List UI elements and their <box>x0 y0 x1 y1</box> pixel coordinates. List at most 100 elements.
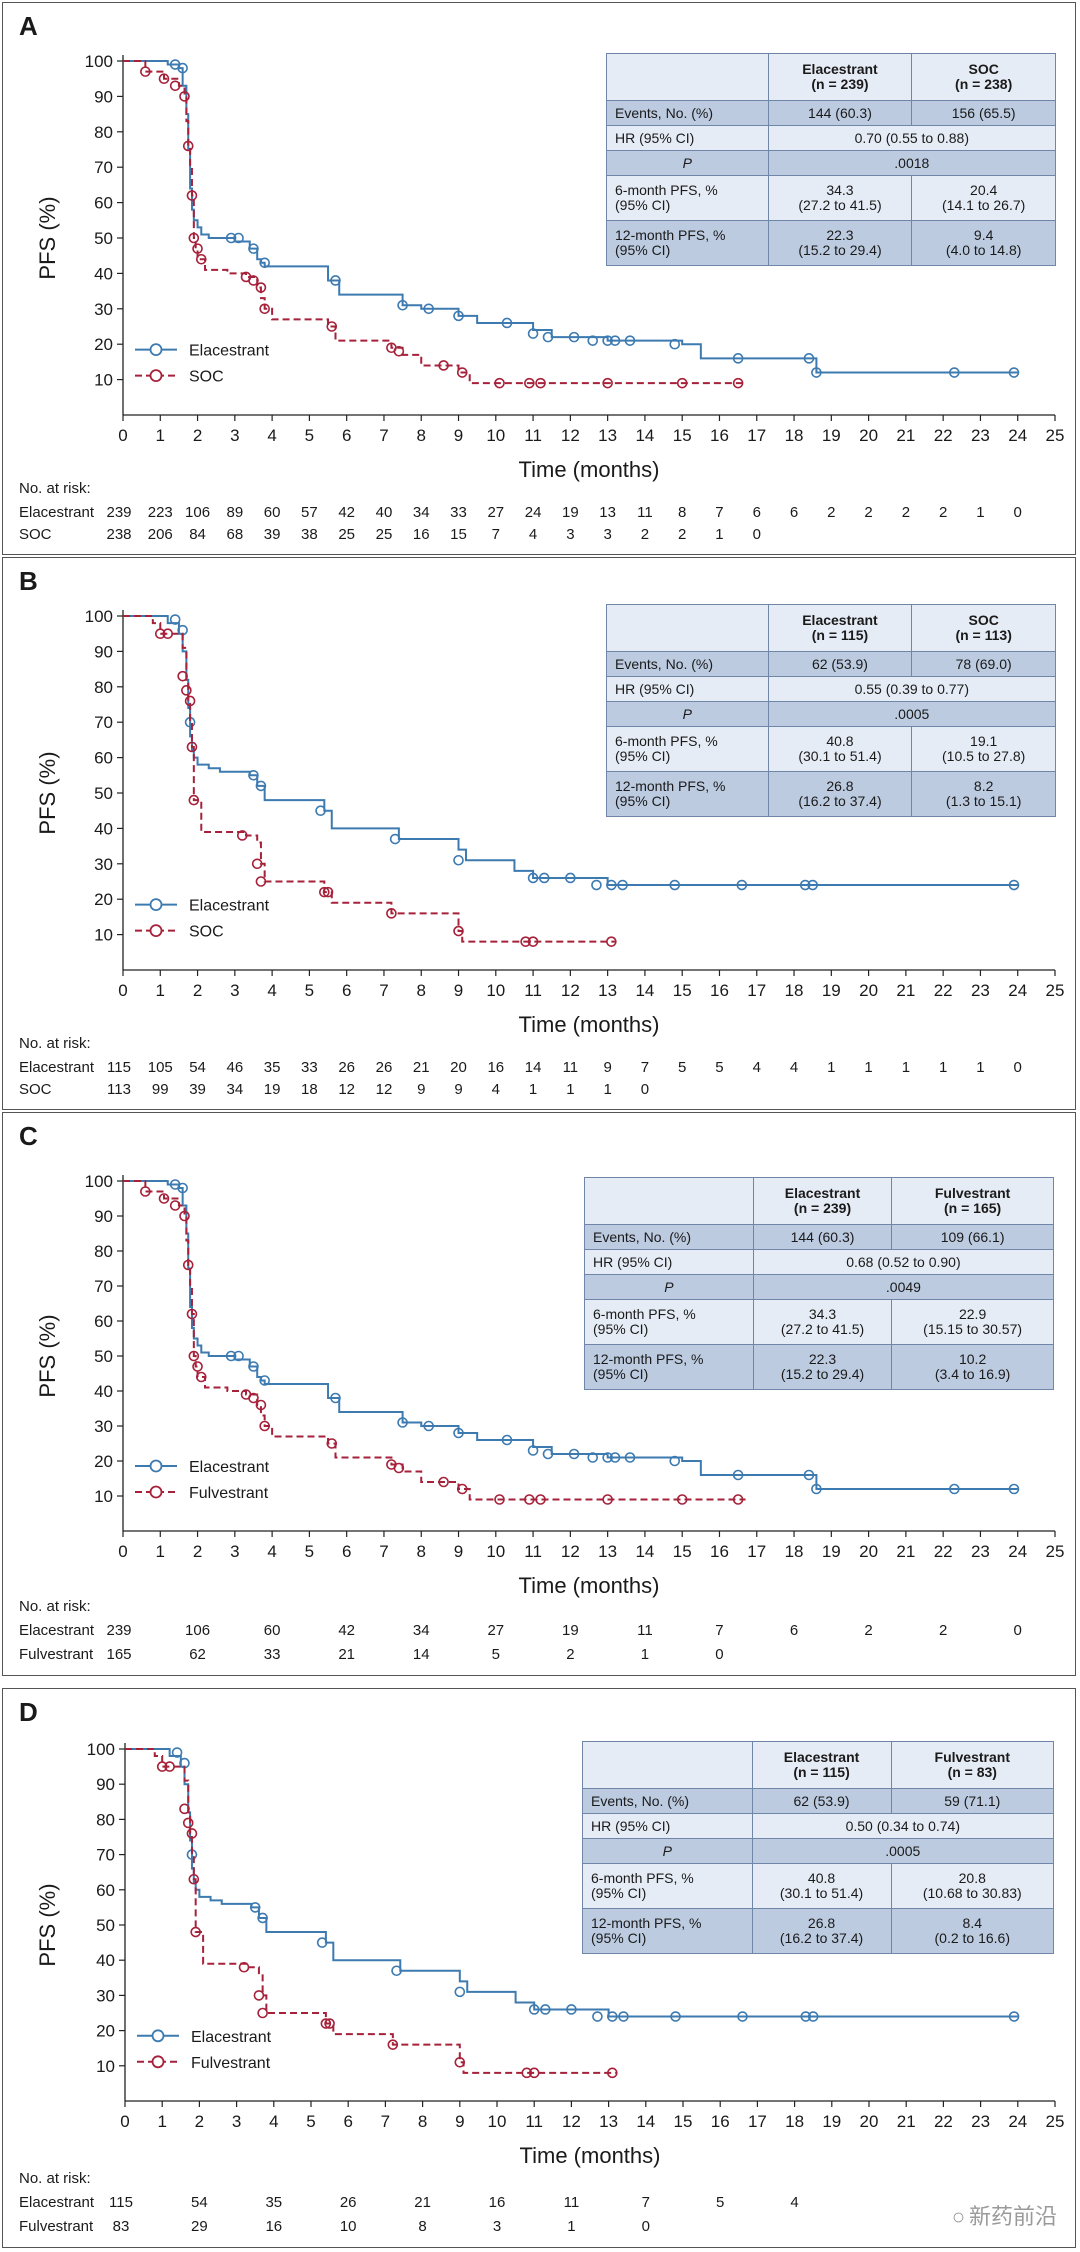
risk-count: 3 <box>493 2218 501 2235</box>
x-tick-label: 18 <box>785 426 804 445</box>
risk-count: 19 <box>562 504 579 521</box>
x-axis-label: Time (months) <box>519 1573 660 1598</box>
x-tick-label: 24 <box>1008 1542 1027 1561</box>
risk-count: 115 <box>109 2194 133 2211</box>
risk-count: 38 <box>301 526 318 543</box>
stats-value: 19.1 (10.5 to 27.8) <box>912 727 1056 772</box>
x-tick-label: 13 <box>599 2112 618 2131</box>
risk-table-title: No. at risk: <box>19 480 91 497</box>
risk-count: 42 <box>338 1622 355 1639</box>
risk-count: 0 <box>1014 504 1022 521</box>
risk-count: 19 <box>264 1081 281 1098</box>
stats-row: 12-month PFS, % (95% CI) 22.3 (15.2 to 29.4… <box>607 221 1056 266</box>
stats-value: 26.8 (16.2 to 37.4) <box>768 772 912 817</box>
x-tick-label: 16 <box>710 981 729 1000</box>
risk-count: 21 <box>338 1646 355 1663</box>
y-tick-label: 90 <box>94 642 113 661</box>
y-axis-label: PFS (%) <box>35 196 60 279</box>
x-axis-label: Time (months) <box>520 2143 661 2168</box>
risk-count: 11 <box>637 1622 653 1639</box>
risk-count: 105 <box>148 1059 173 1076</box>
x-tick-label: 9 <box>454 981 463 1000</box>
stats-row-label: 12-month PFS, % (95% CI) <box>583 1909 753 1954</box>
censor-mark <box>592 881 601 890</box>
x-tick-label: 10 <box>486 426 505 445</box>
y-tick-label: 20 <box>94 890 113 909</box>
x-tick-label: 5 <box>305 426 314 445</box>
x-tick-label: 0 <box>120 2112 129 2131</box>
x-tick-label: 5 <box>306 2112 315 2131</box>
risk-count: 1 <box>567 2218 575 2235</box>
x-tick-label: 10 <box>488 2112 507 2131</box>
x-tick-label: 25 <box>1046 981 1065 1000</box>
risk-count: 24 <box>525 504 542 521</box>
stats-row-label: Events, No. (%) <box>585 1225 754 1250</box>
risk-count: 68 <box>226 526 243 543</box>
y-tick-label: 40 <box>94 264 113 283</box>
risk-count: 83 <box>113 2218 130 2235</box>
stats-header-cell: SOC (n = 238) <box>912 54 1056 101</box>
x-tick-label: 7 <box>381 2112 390 2131</box>
x-tick-label: 3 <box>232 2112 241 2131</box>
stats-header-row: Elacestrant (n = 115) SOC (n = 113) <box>607 605 1056 652</box>
x-tick-label: 22 <box>934 981 953 1000</box>
risk-count: 20 <box>450 1059 467 1076</box>
risk-count: 5 <box>678 1059 686 1076</box>
risk-count: 33 <box>264 1646 281 1663</box>
stats-value: 109 (66.1) <box>892 1225 1054 1250</box>
stats-header-cell: Elacestrant (n = 239) <box>768 54 912 101</box>
panel-label: C <box>19 1121 38 1151</box>
risk-count: 18 <box>301 1081 318 1098</box>
risk-count: 42 <box>338 504 355 521</box>
x-tick-label: 17 <box>747 981 766 1000</box>
risk-count: 7 <box>715 1622 723 1639</box>
risk-count: 89 <box>226 504 243 521</box>
risk-count: 46 <box>226 1059 243 1076</box>
watermark: ○ 新药前沿 <box>952 2199 1057 2231</box>
legend-label: Elacestrant <box>189 1459 270 1476</box>
wechat-icon: ○ <box>952 2204 965 2229</box>
x-tick-label: 19 <box>822 981 841 1000</box>
risk-count: 4 <box>529 526 537 543</box>
y-tick-label: 50 <box>94 784 113 803</box>
legend-label: SOC <box>189 924 224 941</box>
x-tick-label: 3 <box>230 1542 239 1561</box>
stats-row-label: HR (95% CI) <box>607 126 769 151</box>
x-tick-label: 21 <box>896 1542 915 1561</box>
stats-row: 6-month PFS, % (95% CI) 40.8 (30.1 to 51.4)… <box>583 1864 1054 1909</box>
risk-count: 34 <box>413 504 430 521</box>
x-tick-label: 3 <box>230 426 239 445</box>
risk-group-label: SOC <box>19 1081 52 1098</box>
x-tick-label: 9 <box>455 2112 464 2131</box>
risk-count: 13 <box>599 504 616 521</box>
risk-count: 84 <box>189 526 206 543</box>
x-tick-label: 0 <box>118 981 127 1000</box>
stats-row-label: 12-month PFS, % (95% CI) <box>607 221 769 266</box>
risk-count: 2 <box>678 526 686 543</box>
legend-label: Fulvestrant <box>191 2055 271 2072</box>
x-tick-label: 15 <box>674 2112 693 2131</box>
stats-merged-value: 0.55 (0.39 to 0.77) <box>768 677 1055 702</box>
panel-c: C 10 20 30 40 50 60 70 80 90 100 0 1 2 3 4 5 6 7 8 9 10 11 12 13… <box>2 1112 1076 1676</box>
x-tick-label: 20 <box>860 2112 879 2131</box>
risk-count: 14 <box>413 1646 430 1663</box>
risk-count: 16 <box>413 526 430 543</box>
stats-merged-value: 0.68 (0.52 to 0.90) <box>753 1250 1053 1275</box>
x-tick-label: 8 <box>417 426 426 445</box>
x-tick-label: 14 <box>635 1542 654 1561</box>
risk-count: 2 <box>939 504 947 521</box>
risk-count: 1 <box>864 1059 872 1076</box>
risk-count: 35 <box>264 1059 281 1076</box>
risk-count: 40 <box>376 504 393 521</box>
censor-mark <box>193 1362 202 1371</box>
y-tick-label: 50 <box>94 229 113 248</box>
risk-count: 2 <box>939 1622 947 1639</box>
risk-count: 165 <box>106 1646 131 1663</box>
risk-count: 25 <box>338 526 355 543</box>
stats-header-cell: Elacestrant (n = 115) <box>768 605 912 652</box>
y-tick-label: 50 <box>96 1916 115 1935</box>
y-tick-label: 30 <box>94 855 113 874</box>
risk-count: 6 <box>790 1622 798 1639</box>
stats-row-label: 6-month PFS, % (95% CI) <box>607 727 769 772</box>
risk-count: 15 <box>450 526 467 543</box>
